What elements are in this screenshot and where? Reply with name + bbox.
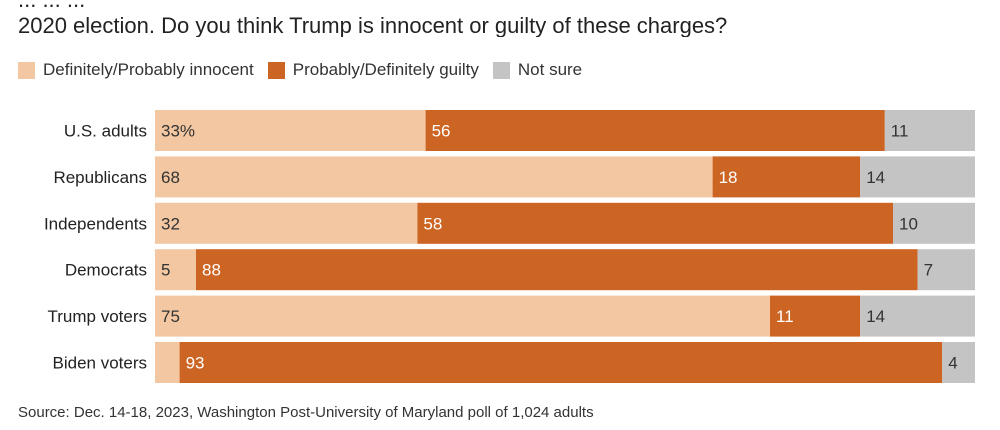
legend-swatch <box>18 61 35 79</box>
bar-segment <box>196 249 918 291</box>
data-label: 56 <box>432 122 451 141</box>
category-label: Trump voters <box>47 307 147 326</box>
bar-segment <box>155 110 426 151</box>
bar-segment <box>770 295 861 337</box>
category-label: Independents <box>44 214 147 233</box>
data-label: 88 <box>202 261 221 280</box>
legend-swatch <box>492 61 510 79</box>
legend-label: Definitely/Probably innocent <box>43 60 254 79</box>
legend: Definitely/Probably innocent Probably/De… <box>18 58 596 82</box>
category-label: U.S. adults <box>64 122 147 141</box>
data-label: 14 <box>866 307 885 326</box>
source-note: Source: Dec. 14-18, 2023, Washington Pos… <box>18 404 594 421</box>
stacked-bar-chart: U.S. adults 33% 56 11 Republicans 68 18 14 Indep… <box>44 110 975 383</box>
data-label: 10 <box>899 214 918 233</box>
bar-segment <box>860 295 975 337</box>
bar-segment <box>884 110 975 151</box>
data-label: 93 <box>186 354 205 373</box>
data-label: 11 <box>776 307 794 326</box>
legend-item-innocent: Definitely/Probably innocent <box>18 60 254 80</box>
bar-segment <box>860 156 975 198</box>
chart-title: ... ... ... 2020 election. Do you think … <box>18 0 998 37</box>
data-label: 32 <box>161 214 180 233</box>
data-label: 7 <box>924 261 933 280</box>
bar-segment <box>155 249 196 291</box>
category-label: Republicans <box>53 168 147 187</box>
bar-segment <box>712 156 861 198</box>
data-label: 75 <box>161 307 180 326</box>
bar-segment <box>155 156 713 198</box>
chart-title-line: ... ... ... <box>18 0 998 13</box>
legend-label: Not sure <box>517 60 583 79</box>
legend-item-guilty: Probably/Definitely guilty <box>267 60 479 80</box>
legend-item-not-sure: Not sure <box>492 60 583 80</box>
legend-swatch <box>267 61 285 79</box>
chart-title-line: 2020 election. Do you think Trump is inn… <box>18 13 728 37</box>
category-label: Democrats <box>65 261 147 280</box>
bar-segment <box>155 202 418 244</box>
data-label: 18 <box>719 168 738 187</box>
data-label: 14 <box>866 168 885 187</box>
bar-segment <box>917 249 975 291</box>
bar-segment <box>893 202 975 244</box>
bar-segment <box>155 295 770 337</box>
data-label: 33% <box>161 122 195 141</box>
data-label: 58 <box>423 214 442 233</box>
category-label: Biden voters <box>53 354 148 373</box>
legend-label: Probably/Definitely guilty <box>292 60 479 79</box>
data-label: 68 <box>161 168 180 187</box>
bar-segment <box>155 342 180 383</box>
bar-segment <box>942 342 975 383</box>
bar-segment <box>179 342 943 383</box>
data-label: 5 <box>161 261 170 280</box>
data-label: 11 <box>891 122 909 141</box>
data-label: 4 <box>948 354 957 373</box>
bar-segment <box>417 202 893 244</box>
bar-segment <box>425 110 885 151</box>
